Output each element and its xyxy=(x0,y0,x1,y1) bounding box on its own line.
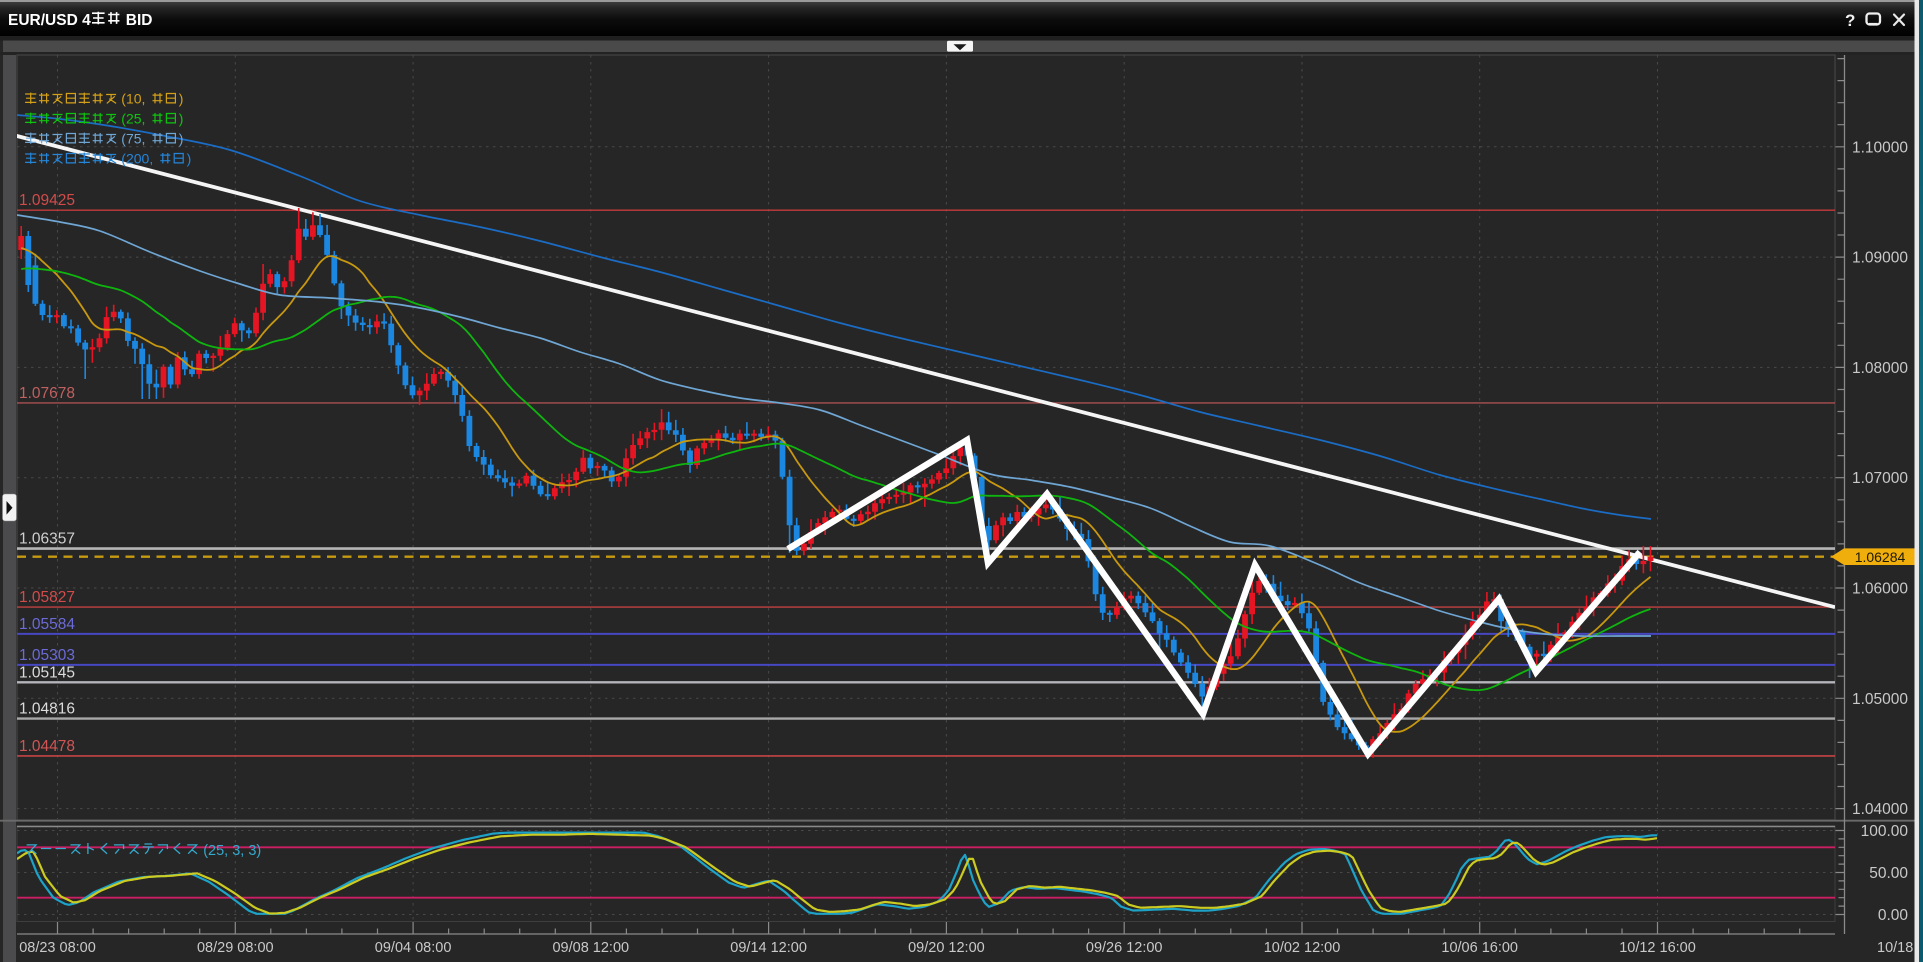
svg-text:): ) xyxy=(179,111,184,127)
svg-text:08/29 08:00: 08/29 08:00 xyxy=(197,940,274,956)
svg-text:10/02 12:00: 10/02 12:00 xyxy=(1264,940,1341,956)
svg-text:1.04816: 1.04816 xyxy=(19,701,75,718)
svg-text:1.08000: 1.08000 xyxy=(1852,360,1908,377)
svg-text:(25, 3, 3): (25, 3, 3) xyxy=(203,843,261,859)
svg-text:1.07000: 1.07000 xyxy=(1852,470,1908,487)
svg-text:50.00: 50.00 xyxy=(1869,865,1908,882)
svg-text:09/20 12:00: 09/20 12:00 xyxy=(908,940,985,956)
svg-text:EUR/USD 4: EUR/USD 4 xyxy=(8,12,91,29)
svg-text:09/08 12:00: 09/08 12:00 xyxy=(552,940,629,956)
svg-text:(200,: (200, xyxy=(121,151,153,167)
svg-text:0.00: 0.00 xyxy=(1878,907,1909,924)
svg-text:): ) xyxy=(179,131,184,147)
svg-text:1.05303: 1.05303 xyxy=(19,647,75,664)
svg-text:): ) xyxy=(179,91,184,107)
svg-text:1.05145: 1.05145 xyxy=(19,664,75,681)
svg-text:?: ? xyxy=(1845,11,1855,30)
svg-text:10/12 16:00: 10/12 16:00 xyxy=(1619,940,1696,956)
svg-text:10/06 16:00: 10/06 16:00 xyxy=(1441,940,1518,956)
svg-text:1.06284: 1.06284 xyxy=(1855,549,1906,565)
svg-text:1.04478: 1.04478 xyxy=(19,738,75,755)
svg-text:(25,: (25, xyxy=(121,111,145,127)
svg-text:1.06357: 1.06357 xyxy=(19,531,75,548)
svg-text:1.05584: 1.05584 xyxy=(19,616,75,633)
svg-text:09/04 08:00: 09/04 08:00 xyxy=(375,940,452,956)
svg-text:BID: BID xyxy=(126,12,153,29)
svg-text:(75,: (75, xyxy=(121,131,145,147)
svg-text:1.10000: 1.10000 xyxy=(1852,139,1908,156)
svg-text:(10,: (10, xyxy=(121,91,145,107)
svg-text:1.09425: 1.09425 xyxy=(19,192,75,209)
svg-text:1.09000: 1.09000 xyxy=(1852,250,1908,267)
svg-text:1.07678: 1.07678 xyxy=(19,385,75,402)
svg-text:1.05827: 1.05827 xyxy=(19,589,75,606)
svg-text:08/23 08:00: 08/23 08:00 xyxy=(19,940,96,956)
svg-text:10/18 16:00: 10/18 16:00 xyxy=(1877,940,1923,956)
svg-text:1.06000: 1.06000 xyxy=(1852,581,1908,598)
svg-text:09/14 12:00: 09/14 12:00 xyxy=(730,940,807,956)
svg-text:1.05000: 1.05000 xyxy=(1852,691,1908,708)
svg-text:): ) xyxy=(187,151,192,167)
svg-text:09/26 12:00: 09/26 12:00 xyxy=(1086,940,1163,956)
svg-text:1.04000: 1.04000 xyxy=(1852,801,1908,818)
svg-text:100.00: 100.00 xyxy=(1861,823,1909,840)
